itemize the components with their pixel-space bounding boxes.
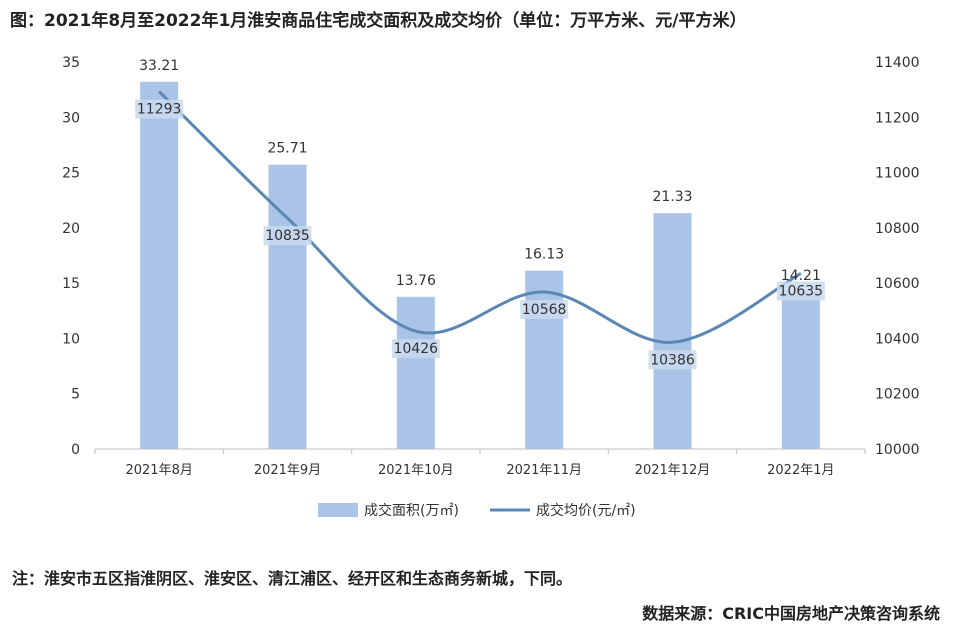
legend-bar-label: 成交面积(万㎡) [364, 502, 459, 519]
line-value-label-bg [648, 350, 697, 370]
bar [525, 270, 564, 449]
right-axis-tick-label: 11400 [875, 55, 920, 71]
x-axis-tick-label: 2021年9月 [254, 463, 321, 478]
left-axis-tick-label: 0 [71, 442, 80, 458]
line-series [158, 90, 802, 344]
line-value-label: 10386 [650, 352, 695, 368]
bar-value-label: 16.13 [524, 247, 564, 263]
left-axis-tick-label: 5 [71, 387, 80, 403]
line-value-label: 10568 [522, 302, 567, 318]
bar-series [140, 81, 820, 449]
left-axis-tick-label: 30 [62, 110, 80, 126]
combo-chart: 0 5 10 15 20 25 30 35 10000 10200 10400 10600 10800 1… [62, 55, 919, 519]
line-value-label: 11293 [137, 102, 182, 118]
right-axis-tick-label: 10200 [875, 387, 920, 403]
bar-value-label: 33.21 [139, 58, 179, 74]
data-source: 数据来源：CRIC中国房地产决策咨询系统 [642, 604, 940, 623]
left-axis-tick-label: 25 [62, 166, 80, 182]
bar-value-label: 21.33 [652, 189, 692, 205]
bar-value-label: 25.71 [267, 141, 307, 157]
right-axis-tick-label: 11200 [875, 110, 920, 126]
line-value-label: 10426 [394, 341, 439, 357]
bar [781, 291, 820, 449]
line-value-label: 10635 [779, 283, 824, 299]
x-axis-tick-label: 2021年12月 [635, 463, 711, 478]
data-labels: 33.21 25.71 13.76 16.13 21.33 14.21 11293 10835… [135, 58, 825, 370]
legend: 成交面积(万㎡) 成交均价(元/㎡) [318, 502, 636, 519]
bar [268, 164, 307, 449]
right-axis-tick-label: 10600 [875, 276, 920, 292]
bar-value-label: 14.21 [781, 268, 821, 284]
chart-title: 图：2021年8月至2022年1月淮安商品住宅成交面积及成交均价（单位：万平方米… [10, 11, 747, 31]
right-axis-tick-label: 10400 [875, 331, 920, 347]
line-value-label: 10835 [265, 228, 310, 244]
price-line [158, 90, 802, 344]
line-value-label-bg [776, 281, 825, 301]
right-axis-tick-label: 10000 [875, 442, 920, 458]
left-axis-tick-label: 20 [62, 221, 80, 237]
x-axis-tick-label: 2022年1月 [767, 463, 834, 478]
bar-value-label: 13.76 [396, 273, 436, 289]
line-value-label-bg [263, 226, 312, 246]
bar [140, 81, 179, 449]
left-axis-tick-label: 15 [62, 276, 80, 292]
left-axis-tick-label: 35 [62, 55, 80, 71]
bar [396, 296, 435, 449]
right-axis-tick-label: 10800 [875, 221, 920, 237]
footnote: 注：淮安市五区指淮阴区、淮安区、清江浦区、经开区和生态商务新城，下同。 [12, 569, 573, 588]
line-value-label-bg [520, 299, 569, 319]
line-value-label-bg [135, 99, 184, 119]
legend-line-label: 成交均价(元/㎡) [536, 502, 636, 519]
axes: 0 5 10 15 20 25 30 35 10000 10200 10400 10600 10800 1… [62, 55, 919, 478]
x-axis-tick-label: 2021年8月 [125, 463, 192, 478]
x-axis-tick-label: 2021年10月 [378, 463, 454, 478]
left-axis-tick-label: 10 [62, 331, 80, 347]
legend-bar-swatch [318, 503, 358, 517]
line-value-label-bg [391, 339, 440, 359]
x-axis-tick-label: 2021年11月 [506, 463, 582, 478]
bar [653, 213, 692, 449]
right-axis-tick-label: 11000 [875, 166, 920, 182]
